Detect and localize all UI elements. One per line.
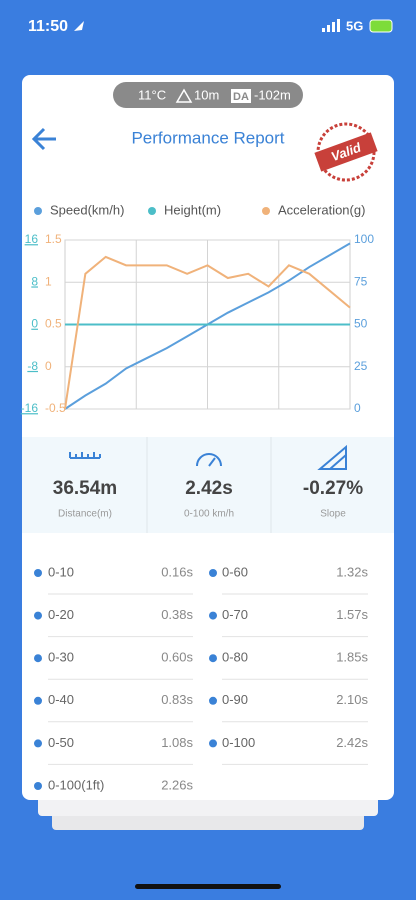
status-time: 11:50 — [28, 18, 68, 35]
y3-tick-label: 0 — [45, 359, 52, 373]
row-dot — [34, 654, 42, 663]
row-dot — [209, 654, 217, 663]
row-label: 0-70 — [222, 607, 248, 622]
row-time: 1.08s — [161, 735, 193, 750]
page-title: Performance Report — [131, 128, 284, 147]
y-tick-label: 8 — [31, 274, 38, 288]
row-dot — [209, 739, 217, 748]
row-time: 2.10s — [336, 692, 368, 707]
row-label: 0-100 — [222, 735, 255, 750]
row-label: 0-10 — [48, 564, 74, 579]
y2-tick-label: 0 — [354, 401, 361, 415]
y-tick-label: 0 — [31, 317, 38, 331]
da-badge-bg — [231, 89, 251, 103]
home-indicator — [135, 884, 281, 889]
legend-label: Height(m) — [164, 202, 221, 217]
row-label: 0-20 — [48, 607, 74, 622]
row-label: 0-100(1ft) — [48, 777, 104, 792]
stamp-band — [314, 132, 378, 172]
row-label: 0-60 — [222, 564, 248, 579]
back-button[interactable] — [31, 127, 56, 151]
row-time: 1.57s — [336, 607, 368, 622]
battery-icon — [369, 19, 393, 33]
legend-label: Speed(km/h) — [50, 202, 124, 217]
legend-label: Acceleration(g) — [278, 202, 365, 217]
y3-tick-label: 1 — [45, 274, 52, 288]
row-time: 1.85s — [336, 650, 368, 665]
row-dot — [34, 696, 42, 705]
legend-dot — [34, 207, 42, 215]
legend-dot — [148, 207, 156, 215]
row-dot — [34, 782, 42, 790]
da-badge: DA — [233, 91, 249, 103]
row-time: 2.26s — [161, 777, 193, 792]
stat-label: Distance(m) — [58, 509, 112, 520]
signal-icon — [322, 19, 340, 32]
stat-label: Slope — [320, 509, 346, 520]
row-label: 0-80 — [222, 650, 248, 665]
y-tick-label: -8 — [27, 359, 38, 373]
row-dot — [34, 611, 42, 620]
y2-tick-label: 75 — [354, 274, 368, 288]
y2-tick-label: 50 — [354, 317, 368, 331]
conditions-pill — [113, 82, 303, 108]
altitude-icon — [175, 88, 193, 103]
row-time: 0.38s — [161, 607, 193, 622]
stat-label: 0-100 km/h — [184, 509, 234, 520]
row-time: 2.42s — [336, 735, 368, 750]
stat-value: 36.54m — [53, 478, 117, 499]
row-dot — [209, 696, 217, 705]
speed-icon — [196, 453, 222, 467]
stats-panel — [22, 437, 394, 533]
row-label: 0-30 — [48, 650, 74, 665]
location-icon — [74, 21, 84, 31]
distance-icon — [69, 452, 101, 459]
row-time: 1.32s — [336, 564, 368, 579]
row-time: 0.83s — [161, 692, 193, 707]
row-label: 0-50 — [48, 735, 74, 750]
y2-tick-label: 25 — [354, 359, 368, 373]
density-altitude: -102m — [254, 87, 291, 102]
row-label: 0-90 — [222, 692, 248, 707]
y3-tick-label: 1.5 — [45, 232, 62, 246]
row-time: 0.16s — [161, 564, 193, 579]
stat-value: 2.42s — [185, 478, 233, 499]
y-tick-label: -16 — [21, 401, 39, 415]
y3-tick-label: 0.5 — [45, 317, 62, 331]
row-dot — [209, 611, 217, 620]
status-network: 5G — [346, 18, 363, 33]
y2-tick-label: 100 — [354, 232, 374, 246]
temperature: 11°C — [138, 87, 166, 102]
slope-icon — [317, 444, 347, 470]
row-dot — [34, 569, 42, 577]
row-dot — [209, 569, 217, 577]
stat-value: -0.27% — [303, 478, 363, 499]
y3-tick-label: -0.5 — [45, 401, 66, 415]
altitude: 10m — [194, 87, 219, 102]
row-label: 0-40 — [48, 692, 74, 707]
legend-dot — [262, 207, 270, 215]
series-line — [64, 255, 351, 410]
row-time: 0.60s — [161, 650, 193, 665]
y-tick-label: 16 — [25, 232, 39, 246]
row-dot — [34, 739, 42, 748]
